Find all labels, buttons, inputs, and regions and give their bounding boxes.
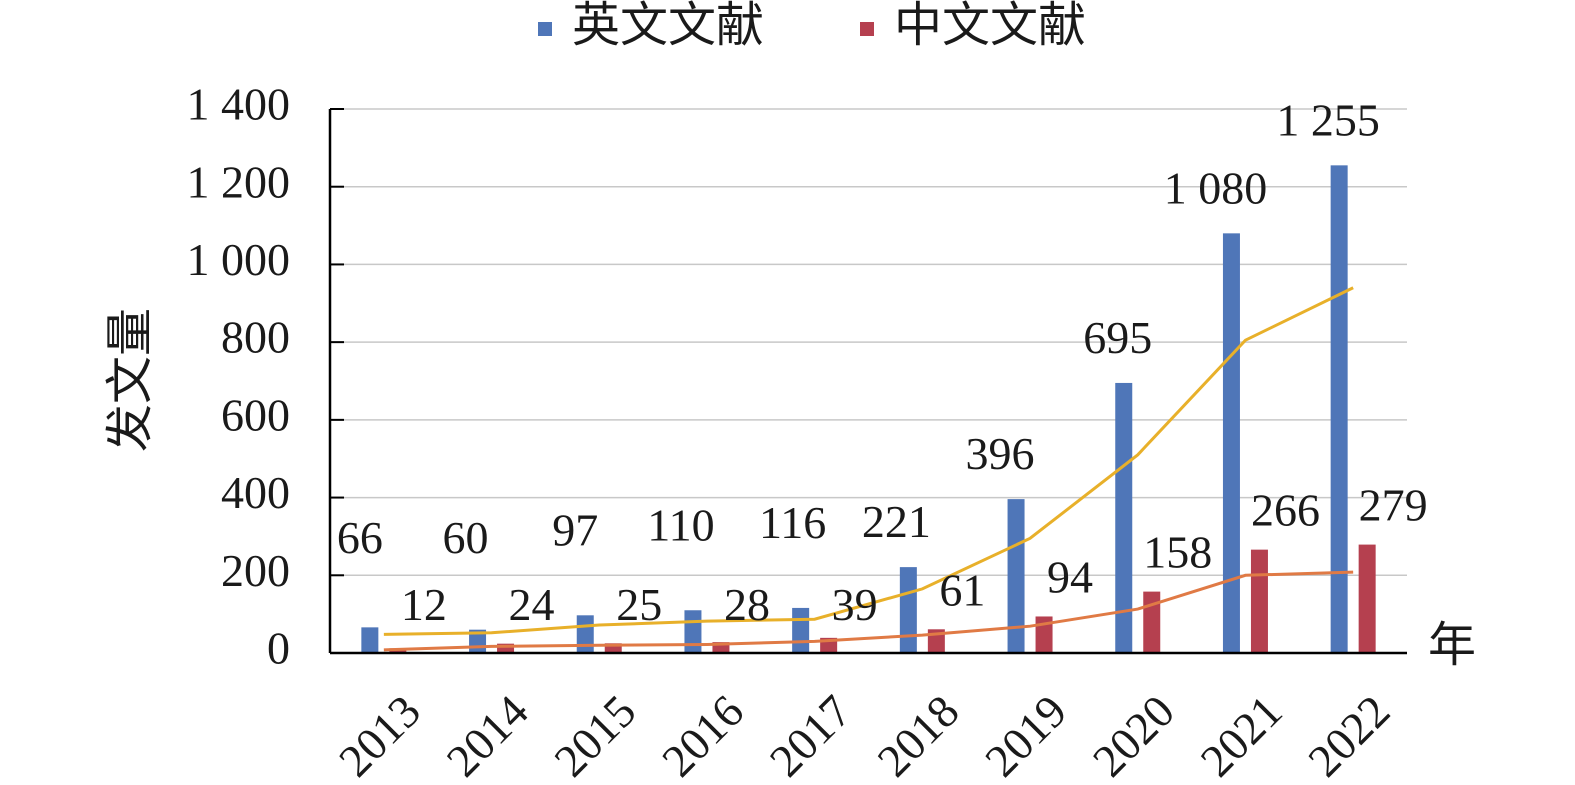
y-tick-label: 1 200 <box>187 156 291 207</box>
bar-english <box>684 610 702 653</box>
data-label-chinese: 279 <box>1359 480 1428 531</box>
bar-chinese <box>1250 549 1268 653</box>
y-axis-title: 发文量 <box>104 308 157 452</box>
data-label-english: 1 255 <box>1276 94 1380 145</box>
y-tick-label: 800 <box>221 312 290 363</box>
legend: 英文文献 中文文献 <box>538 0 1086 52</box>
bar-chinese <box>604 643 622 653</box>
legend-swatch <box>538 22 552 36</box>
bar-english <box>1115 382 1133 653</box>
legend-label-english: 英文文献 <box>572 0 764 52</box>
x-tick-label: 2018 <box>867 685 968 785</box>
data-label-english: 116 <box>759 497 826 548</box>
x-tick-label: 2015 <box>544 685 645 785</box>
data-label-chinese: 28 <box>724 579 770 630</box>
data-label-chinese: 94 <box>1047 551 1093 602</box>
data-label-chinese: 61 <box>939 564 985 615</box>
trend-line-chinese <box>383 570 1354 652</box>
data-label-chinese: 158 <box>1143 527 1212 578</box>
bar-english <box>792 607 810 653</box>
x-tick-label: 2016 <box>652 685 753 785</box>
gridlines <box>330 108 1407 577</box>
data-label-chinese: 12 <box>401 579 447 630</box>
x-tick-label: 2013 <box>329 685 430 785</box>
bar-english <box>361 627 379 653</box>
data-label-english: 396 <box>966 428 1035 479</box>
data-label-english: 110 <box>647 499 714 550</box>
data-label-chinese: 24 <box>509 579 555 630</box>
x-axis-title: 年 <box>1428 619 1476 672</box>
x-tick-label: 2020 <box>1083 685 1184 785</box>
trend-line-english <box>383 286 1354 636</box>
data-label-chinese: 266 <box>1251 485 1320 536</box>
data-label-chinese: 39 <box>832 579 878 630</box>
y-tick-label: 600 <box>221 389 290 440</box>
data-label-english: 695 <box>1083 312 1152 363</box>
y-tick-label: 0 <box>267 623 290 674</box>
bar-english <box>1330 165 1348 654</box>
data-label-chinese: 25 <box>616 579 662 630</box>
x-tick-label: 2022 <box>1298 685 1399 785</box>
x-tick-label: 2021 <box>1191 685 1292 785</box>
x-tick-label: 2014 <box>437 685 538 785</box>
y-tick-label: 1 000 <box>187 234 291 285</box>
legend-swatch <box>860 22 874 36</box>
bar-chinese <box>1143 591 1161 653</box>
y-tick-label: 1 400 <box>187 79 291 130</box>
y-tick-label: 400 <box>221 467 290 518</box>
y-tick-label: 200 <box>221 545 290 596</box>
x-tick-label: 2019 <box>975 685 1076 785</box>
data-label-english: 66 <box>337 512 383 563</box>
axes <box>328 108 1407 655</box>
data-label-english: 60 <box>443 512 489 563</box>
data-label-english: 221 <box>862 496 931 547</box>
bar-chinese <box>712 642 730 653</box>
bar-chinese <box>1358 544 1376 653</box>
bar-english <box>1222 233 1240 654</box>
bar-english <box>1007 499 1025 653</box>
legend-label-chinese: 中文文献 <box>894 0 1086 52</box>
data-label-english: 1 080 <box>1164 162 1268 213</box>
bar-chinese <box>497 643 515 653</box>
x-tick-label: 2017 <box>760 685 861 785</box>
data-label-english: 97 <box>552 504 598 555</box>
bar-english <box>899 567 917 653</box>
bar-english <box>576 615 594 653</box>
trend-lines <box>383 286 1354 652</box>
